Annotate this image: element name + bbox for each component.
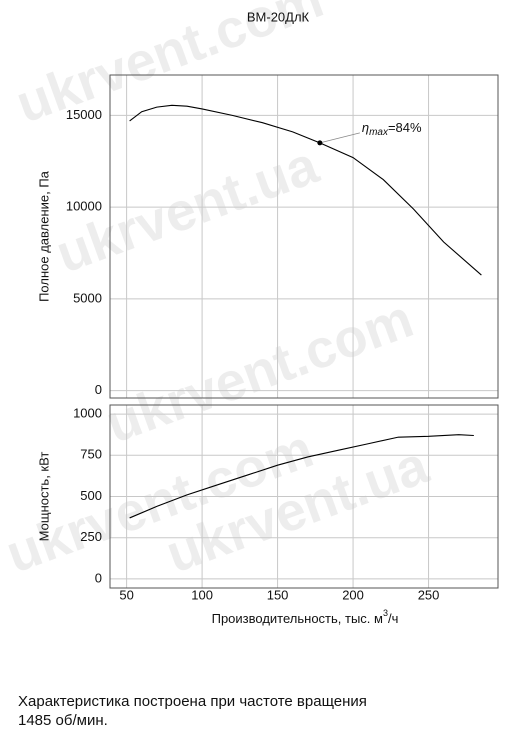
- y-tick-label: 5000: [73, 290, 102, 305]
- x-tick-label: 200: [342, 587, 364, 602]
- footnote: 1485 об/мин.: [18, 712, 108, 729]
- plot-frame: [109, 74, 499, 399]
- footnote: Характеристика построена при частоте вра…: [18, 693, 367, 710]
- x-label-end: /ч: [388, 611, 398, 626]
- y-tick-label: 500: [80, 488, 102, 503]
- x-tick-label: 250: [418, 587, 440, 602]
- annotation-subscript: max: [369, 127, 389, 138]
- annotation-leader: [319, 132, 360, 144]
- y-tick-label: 750: [80, 447, 102, 462]
- x-tick-label: 150: [267, 587, 289, 602]
- watermark: ukrvent.com: [98, 288, 420, 454]
- annotation-text: =84%: [388, 120, 422, 135]
- data-line: [129, 104, 482, 276]
- y-axis-label: Мощность, кВт: [36, 452, 51, 542]
- y-axis-label: Полное давление, Па: [36, 170, 51, 302]
- y-tick-label: 0: [95, 382, 102, 397]
- x-label-text: Производительность, тыс. м: [212, 611, 383, 626]
- y-tick-label: 10000: [66, 199, 102, 214]
- annotation-symbol: η: [362, 120, 369, 135]
- y-tick-label: 0: [95, 570, 102, 585]
- y-tick-label: 250: [80, 529, 102, 544]
- y-tick-label: 15000: [66, 107, 102, 122]
- plot-frame: [109, 404, 499, 589]
- x-tick-label: 50: [119, 587, 133, 602]
- eta-max-point: [317, 140, 323, 146]
- annotation: ηmax=84%: [362, 120, 422, 137]
- chart-title: ВМ-20ДлК: [247, 9, 310, 24]
- y-tick-label: 1000: [73, 406, 102, 421]
- data-line: [129, 434, 474, 519]
- x-axis-label: Производительность, тыс. м3/ч: [212, 608, 399, 626]
- x-label-sup: 3: [383, 608, 388, 618]
- x-tick-label: 100: [191, 587, 213, 602]
